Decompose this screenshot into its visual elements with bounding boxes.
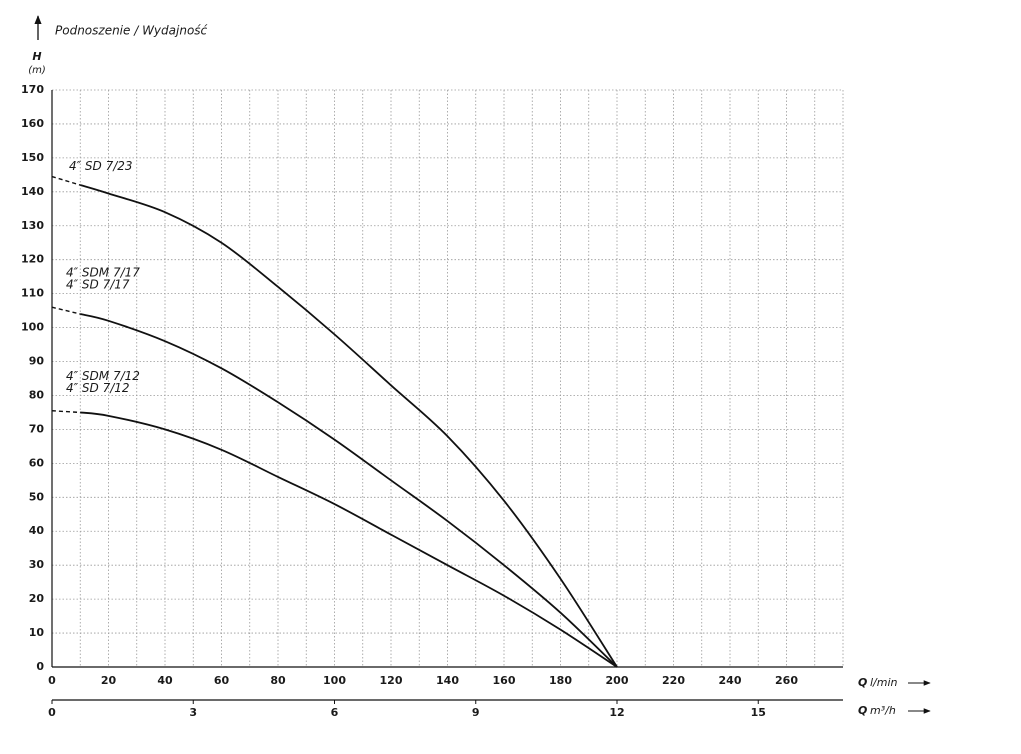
x-tick-label: 60 <box>214 674 230 687</box>
x-tick-label: 220 <box>662 674 685 687</box>
y-tick-label: 0 <box>36 660 44 673</box>
x2-tick-label: 6 <box>331 706 339 719</box>
y-tick-label: 110 <box>21 287 44 300</box>
x2-axis-symbol: Q <box>858 704 867 717</box>
y-tick-label: 70 <box>29 422 45 435</box>
x-tick-label: 200 <box>606 674 629 687</box>
curve-label: 4″ SDM 7/12 <box>66 369 140 383</box>
curve-label: 4″ SD 7/23 <box>69 159 133 173</box>
y-axis-unit: (m) <box>28 65 46 76</box>
x2-tick-label: 12 <box>609 706 624 719</box>
y-tick-label: 10 <box>29 626 45 639</box>
y-tick-label: 50 <box>29 490 45 503</box>
curve <box>80 313 618 668</box>
y-tick-label: 120 <box>21 253 44 266</box>
y-tick-label: 20 <box>29 592 45 605</box>
x-axis-unit: l/min <box>870 676 898 689</box>
chart-title: Podnoszenie / Wydajność <box>55 24 208 38</box>
x-axis-symbol: Q <box>858 676 867 689</box>
x-tick-label: 180 <box>549 674 572 687</box>
curve-label: 4″ SD 7/17 <box>66 278 130 292</box>
y-axis-symbol: H <box>32 50 41 63</box>
x2-axis-unit: m³/h <box>870 704 896 717</box>
x-tick-label: 160 <box>493 674 516 687</box>
curve-label: 4″ SDM 7/17 <box>66 266 140 280</box>
y-tick-label: 130 <box>21 219 44 232</box>
y-tick-label: 160 <box>21 117 44 130</box>
y-tick-label: 100 <box>21 321 44 334</box>
y-tick-label: 80 <box>29 388 45 401</box>
curve-label: 4″ SD 7/12 <box>66 381 130 395</box>
curve-extrapolated <box>51 175 81 186</box>
x-tick-label: 20 <box>101 674 117 687</box>
x2-tick-label: 3 <box>189 706 197 719</box>
y-tick-label: 90 <box>29 355 45 368</box>
x-tick-label: 120 <box>380 674 403 687</box>
y-tick-label: 40 <box>29 524 45 537</box>
y-tick-label: 60 <box>29 456 45 469</box>
x-tick-label: 240 <box>719 674 742 687</box>
x2-tick-label: 0 <box>48 706 56 719</box>
x-tick-label: 260 <box>775 674 798 687</box>
y-tick-label: 170 <box>21 83 44 96</box>
x-tick-label: 40 <box>157 674 173 687</box>
curve <box>79 184 618 668</box>
y-tick-label: 30 <box>29 558 45 571</box>
y-tick-label: 150 <box>21 151 44 164</box>
x-tick-label: 0 <box>48 674 56 687</box>
x2-tick-label: 9 <box>472 706 480 719</box>
x-tick-label: 100 <box>323 674 346 687</box>
y-tick-label: 140 <box>21 185 44 198</box>
curve <box>80 411 618 668</box>
x-tick-label: 140 <box>436 674 459 687</box>
x-tick-label: 80 <box>270 674 286 687</box>
curve-extrapolated <box>51 306 81 315</box>
x2-tick-label: 15 <box>751 706 766 719</box>
curve-extrapolated <box>51 410 81 414</box>
